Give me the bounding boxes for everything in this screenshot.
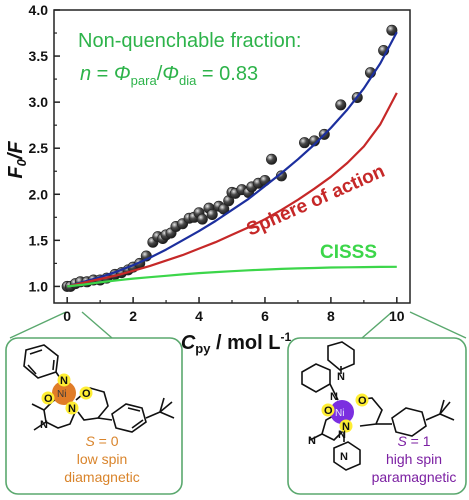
x-tick-label: 10 bbox=[389, 308, 405, 324]
fit-line-cisss bbox=[67, 265, 397, 288]
y-tick-label: 2.0 bbox=[29, 186, 49, 202]
right-complex-panel: Ni N N N O O N N N S = 1 high spin param… bbox=[287, 337, 467, 495]
left-atom-highlight bbox=[79, 386, 93, 400]
left-spin-state: S = 0 bbox=[85, 433, 118, 449]
callout-connectors bbox=[9, 311, 467, 339]
right-atom-label: O bbox=[358, 395, 367, 407]
left-atom-label: O bbox=[82, 388, 91, 400]
right-atom-label: N bbox=[340, 451, 348, 463]
left-atom-highlight bbox=[41, 391, 55, 405]
y-axis-title: F0/F bbox=[5, 141, 29, 179]
x-tick-label: 0 bbox=[63, 308, 71, 324]
right-atom-label: O bbox=[324, 405, 333, 417]
y-tick-label: 2.5 bbox=[29, 140, 49, 156]
right-nickel-label: Ni bbox=[335, 408, 344, 419]
y-tick-label: 1.5 bbox=[29, 232, 49, 248]
series-layer bbox=[61, 24, 398, 292]
data-point bbox=[335, 99, 347, 111]
right-spin-description: high spin bbox=[386, 451, 442, 467]
right-complex-structure bbox=[301, 341, 455, 471]
label-cisss: CISSS bbox=[320, 242, 377, 263]
x-tick-label: 4 bbox=[195, 308, 203, 324]
left-atom-label: O bbox=[44, 393, 53, 405]
annotation-title: Non-quenchable fraction: bbox=[78, 30, 301, 52]
y-tick-label: 3.0 bbox=[29, 94, 49, 110]
x-tick-label: 8 bbox=[327, 308, 335, 324]
y-tick-label: 1.0 bbox=[29, 278, 49, 294]
fit-line-sphere-of-action bbox=[66, 92, 398, 288]
data-point bbox=[196, 213, 208, 225]
right-atom-label: N bbox=[337, 371, 345, 383]
right-atom-highlight bbox=[355, 393, 369, 407]
left-nickel-atom bbox=[52, 381, 76, 405]
left-atom-highlight bbox=[65, 401, 79, 415]
y-axis-ticks: 1.0 1.5 2.0 2.5 3.0 3.5 4.0 bbox=[29, 2, 60, 294]
left-complex-structure bbox=[23, 344, 175, 433]
left-atom-highlight bbox=[57, 373, 71, 387]
right-atom-highlight bbox=[321, 403, 335, 417]
left-magnetism: diamagnetic bbox=[64, 469, 140, 485]
left-atom-label: N bbox=[40, 419, 48, 431]
data-point bbox=[206, 209, 218, 221]
right-atom-label: N bbox=[338, 429, 346, 441]
data-point bbox=[299, 137, 311, 149]
right-atom-highlight bbox=[339, 419, 353, 433]
left-atom-label: N bbox=[68, 403, 76, 415]
x-axis-title: Cpy / mol L-1 bbox=[181, 330, 292, 356]
right-atom-label: N bbox=[330, 391, 338, 403]
annotation-equation: n = Φpara/Φdia = 0.83 bbox=[80, 63, 258, 88]
label-sphere-of-action: Sphere of action bbox=[243, 161, 388, 241]
y-tick-label: 3.5 bbox=[29, 48, 49, 64]
x-axis-ticks: 0 2 4 6 8 10 bbox=[63, 297, 405, 324]
left-nickel-label: Ni bbox=[57, 389, 66, 400]
y-tick-label: 4.0 bbox=[29, 2, 49, 18]
right-atom-label: N bbox=[308, 435, 316, 447]
left-spin-description: low spin bbox=[77, 451, 128, 467]
data-point bbox=[266, 153, 278, 165]
right-atom-label: N bbox=[342, 421, 350, 433]
fit-line-total bbox=[66, 31, 398, 288]
right-spin-state: S = 1 bbox=[397, 433, 430, 449]
x-tick-label: 2 bbox=[129, 308, 137, 324]
left-complex-panel: Ni N O O N N S = 0 low spin diamagnetic bbox=[5, 337, 183, 495]
left-atom-label: N bbox=[60, 375, 68, 387]
right-magnetism: paramagnetic bbox=[372, 469, 457, 485]
right-nickel-atom bbox=[330, 400, 354, 424]
data-point bbox=[386, 24, 398, 36]
x-tick-label: 6 bbox=[261, 308, 269, 324]
